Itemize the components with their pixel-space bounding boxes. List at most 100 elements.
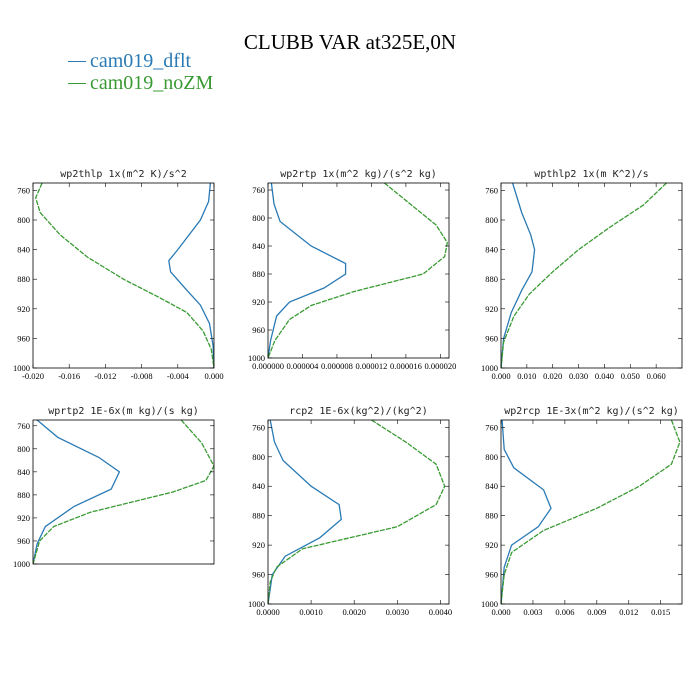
y-tick-label: 760 <box>485 185 498 195</box>
legend-label-noZM: cam019_noZM <box>90 72 214 94</box>
y-tick-label: 840 <box>485 481 498 491</box>
y-tick-label: 760 <box>17 421 30 431</box>
x-tick-label: 0.0020 <box>343 607 366 617</box>
y-tick-label: 760 <box>252 422 265 432</box>
legend-item-noZM: cam019_noZM <box>68 72 213 95</box>
x-tick-label: -0.012 <box>94 371 116 381</box>
panel-title: wprtp2 1E-6x(m kg)/(s kg) <box>48 406 199 417</box>
legend-swatch-noZM <box>68 83 86 84</box>
plot-frame <box>267 182 450 359</box>
plot-frame <box>32 182 215 369</box>
y-tick-label: 760 <box>17 185 30 195</box>
y-tick-label: 960 <box>252 570 265 580</box>
y-tick-label: 880 <box>485 511 498 521</box>
y-tick-label: 960 <box>485 333 498 343</box>
y-tick-label: 800 <box>485 452 498 462</box>
y-tick-label: 960 <box>252 325 265 335</box>
y-tick-label: 1000 <box>13 559 30 569</box>
panel-title: wp2thlp 1x(m^2 K)/s^2 <box>60 169 186 180</box>
x-tick-label: 0.009 <box>587 607 606 617</box>
series-line-dflt <box>501 183 536 368</box>
panel-1: wp2thlp 1x(m^2 K)/s^2 760 800 840 880 920 960 1… <box>13 169 224 381</box>
x-tick-label: 0.000 <box>204 371 223 381</box>
y-tick-label: 800 <box>252 213 265 223</box>
y-tick-label: 920 <box>485 304 498 314</box>
panel-title: wp2rtp 1x(m^2 kg)/(s^2 kg) <box>280 169 437 180</box>
chart-title: CLUBB VAR at325E,0N <box>243 30 457 54</box>
plot-frame <box>32 419 215 565</box>
y-tick-label: 1000 <box>248 599 265 609</box>
series-line-noZM <box>268 183 448 358</box>
series-line-noZM <box>501 183 667 368</box>
panel-6: wp2rcp 1E-3x(m^2 kg)/(s^2 kg) 760 800 840 88… <box>481 406 683 617</box>
x-tick-label: 0.000016 <box>390 361 422 371</box>
y-tick-label: 920 <box>485 540 498 550</box>
y-tick-label: 880 <box>252 269 265 279</box>
x-tick-label: 0.0000 <box>256 607 279 617</box>
legend-label-dflt: cam019_dflt <box>90 50 192 72</box>
x-tick-label: 0.000 <box>491 371 510 381</box>
x-tick-label: 0.000020 <box>424 361 456 371</box>
x-tick-label: 0.015 <box>651 607 670 617</box>
x-tick-label: 0.0010 <box>299 607 322 617</box>
plot-frame <box>267 419 450 605</box>
y-tick-label: 840 <box>17 245 30 255</box>
panel-title: wpthlp2 1x(m K^2)/s <box>534 169 648 180</box>
plot-frame <box>500 419 683 605</box>
y-tick-label: 800 <box>17 444 30 454</box>
x-tick-label: 0.006 <box>555 607 574 617</box>
y-tick-label: 920 <box>252 297 265 307</box>
y-tick-label: 800 <box>17 215 30 225</box>
y-tick-label: 920 <box>17 304 30 314</box>
x-tick-label: 0.000008 <box>321 361 353 371</box>
x-tick-label: 0.020 <box>543 371 562 381</box>
legend-swatch-dflt <box>68 61 86 62</box>
x-tick-label: 0.000 <box>491 607 510 617</box>
y-tick-label: 1000 <box>248 353 265 363</box>
x-tick-label: 0.0040 <box>429 607 452 617</box>
x-tick-label: 0.060 <box>647 371 666 381</box>
x-tick-label: 0.003 <box>523 607 542 617</box>
series-line-noZM <box>268 420 446 604</box>
y-tick-label: 960 <box>17 536 30 546</box>
series-line-dflt <box>168 183 214 368</box>
y-tick-label: 880 <box>485 274 498 284</box>
x-tick-label: 0.030 <box>569 371 588 381</box>
x-tick-label: 0.050 <box>621 371 640 381</box>
x-tick-label: 0.012 <box>619 607 638 617</box>
x-tick-label: 0.000000 <box>252 361 284 371</box>
series-line-noZM <box>33 420 214 564</box>
y-tick-label: 920 <box>17 513 30 523</box>
x-tick-label: -0.016 <box>58 371 80 381</box>
panel-3: wpthlp2 1x(m K^2)/s 760 800 840 880 920 960 100… <box>481 169 683 381</box>
x-tick-label: 0.040 <box>595 371 614 381</box>
panel-5: rcp2 1E-6x(kg^2)/(kg^2) 760 800 840 880 920 96… <box>248 406 452 617</box>
plot-frame <box>500 182 683 369</box>
series-line-dflt <box>501 420 552 604</box>
x-tick-label: 0.000004 <box>287 361 320 371</box>
y-tick-label: 760 <box>252 185 265 195</box>
y-tick-label: 800 <box>252 452 265 462</box>
y-tick-label: 840 <box>485 245 498 255</box>
y-tick-label: 800 <box>485 215 498 225</box>
x-tick-label: -0.020 <box>22 371 44 381</box>
y-tick-label: 880 <box>252 511 265 521</box>
y-tick-label: 1000 <box>13 363 30 373</box>
series-line-dflt <box>33 420 121 564</box>
series-line-dflt <box>268 420 342 604</box>
legend-item-dflt: cam019_dflt <box>68 50 191 73</box>
y-tick-label: 880 <box>17 274 30 284</box>
panel-2: wp2rtp 1x(m^2 kg)/(s^2 kg) 760 800 840 880 92… <box>248 169 456 371</box>
y-tick-label: 840 <box>17 467 30 477</box>
y-tick-label: 1000 <box>481 599 498 609</box>
x-tick-label: 0.000012 <box>355 361 387 371</box>
x-tick-label: -0.008 <box>131 371 153 381</box>
y-tick-label: 1000 <box>481 363 498 373</box>
panel-4: wprtp2 1E-6x(m kg)/(s kg) 760 800 840 880 920… <box>13 406 215 569</box>
y-tick-label: 880 <box>17 490 30 500</box>
panel-title: wp2rcp 1E-3x(m^2 kg)/(s^2 kg) <box>504 406 679 417</box>
y-tick-label: 960 <box>17 333 30 343</box>
y-tick-label: 960 <box>485 570 498 580</box>
x-tick-label: -0.004 <box>167 371 190 381</box>
